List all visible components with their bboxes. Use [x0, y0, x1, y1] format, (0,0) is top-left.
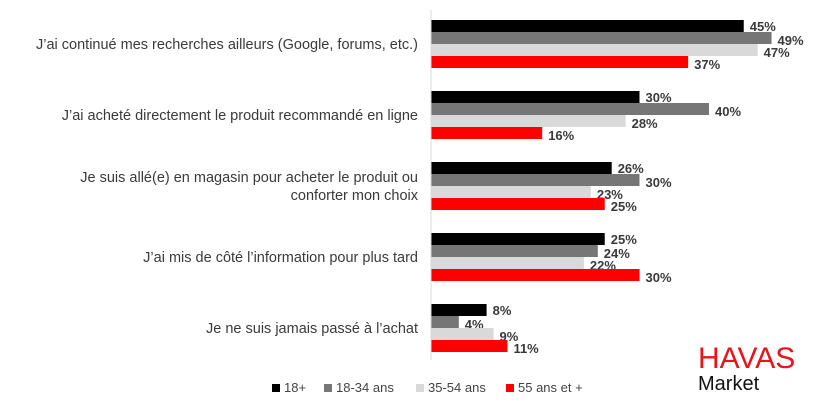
legend-label: 18+ [284, 380, 306, 395]
bar [431, 328, 494, 340]
logo-sub: Market [698, 373, 760, 395]
bar [431, 245, 598, 257]
logo-brand: HAVAS [698, 342, 796, 375]
legend-swatch [324, 384, 332, 392]
bar [431, 115, 626, 127]
category-label: Je ne suis jamais passé à l’achat [206, 321, 418, 337]
data-label: 25% [611, 199, 637, 214]
data-label: 26% [618, 161, 644, 176]
bar [431, 162, 612, 174]
category-label: J’ai acheté directement le produit recom… [62, 108, 418, 124]
bar [431, 304, 487, 316]
bar [431, 198, 605, 210]
data-label: 24% [604, 246, 630, 261]
bar [431, 127, 543, 139]
data-label: 28% [632, 116, 658, 131]
bar [431, 44, 758, 56]
legend-label: 55 ans et + [518, 380, 583, 395]
data-label: 47% [764, 45, 790, 60]
legend-label: 35-54 ans [428, 380, 486, 395]
data-label: 30% [646, 270, 672, 285]
bar [431, 103, 709, 115]
bar [431, 340, 508, 352]
bar [431, 91, 640, 103]
data-label: 30% [646, 175, 672, 190]
data-label: 25% [611, 232, 637, 247]
bar [431, 56, 689, 68]
bar [431, 186, 591, 198]
category-label: J’ai mis de côté l’information pour plus… [143, 250, 418, 266]
bar [431, 269, 640, 281]
havas-market-logo: HAVAS Market [698, 342, 796, 396]
data-label: 45% [750, 19, 776, 34]
data-label: 30% [646, 90, 672, 105]
legend-label: 18-34 ans [336, 380, 394, 395]
data-label: 8% [493, 303, 512, 318]
legend-swatch [272, 384, 280, 392]
legend-swatch [416, 384, 424, 392]
data-label: 37% [694, 57, 720, 72]
category-label: J’ai continué mes recherches ailleurs (G… [36, 37, 418, 53]
category-label: conforter mon choix [291, 188, 419, 204]
bar [431, 20, 744, 32]
legend-swatch [506, 384, 514, 392]
category-label: Je suis allé(e) en magasin pour acheter … [80, 170, 418, 186]
data-label: 11% [513, 341, 539, 356]
bar [431, 257, 584, 269]
bar [431, 233, 605, 245]
bar [431, 32, 772, 44]
data-label: 16% [548, 128, 574, 143]
data-label: 40% [715, 104, 741, 119]
data-label: 49% [778, 33, 804, 48]
bar [431, 174, 640, 186]
bar [431, 316, 459, 328]
